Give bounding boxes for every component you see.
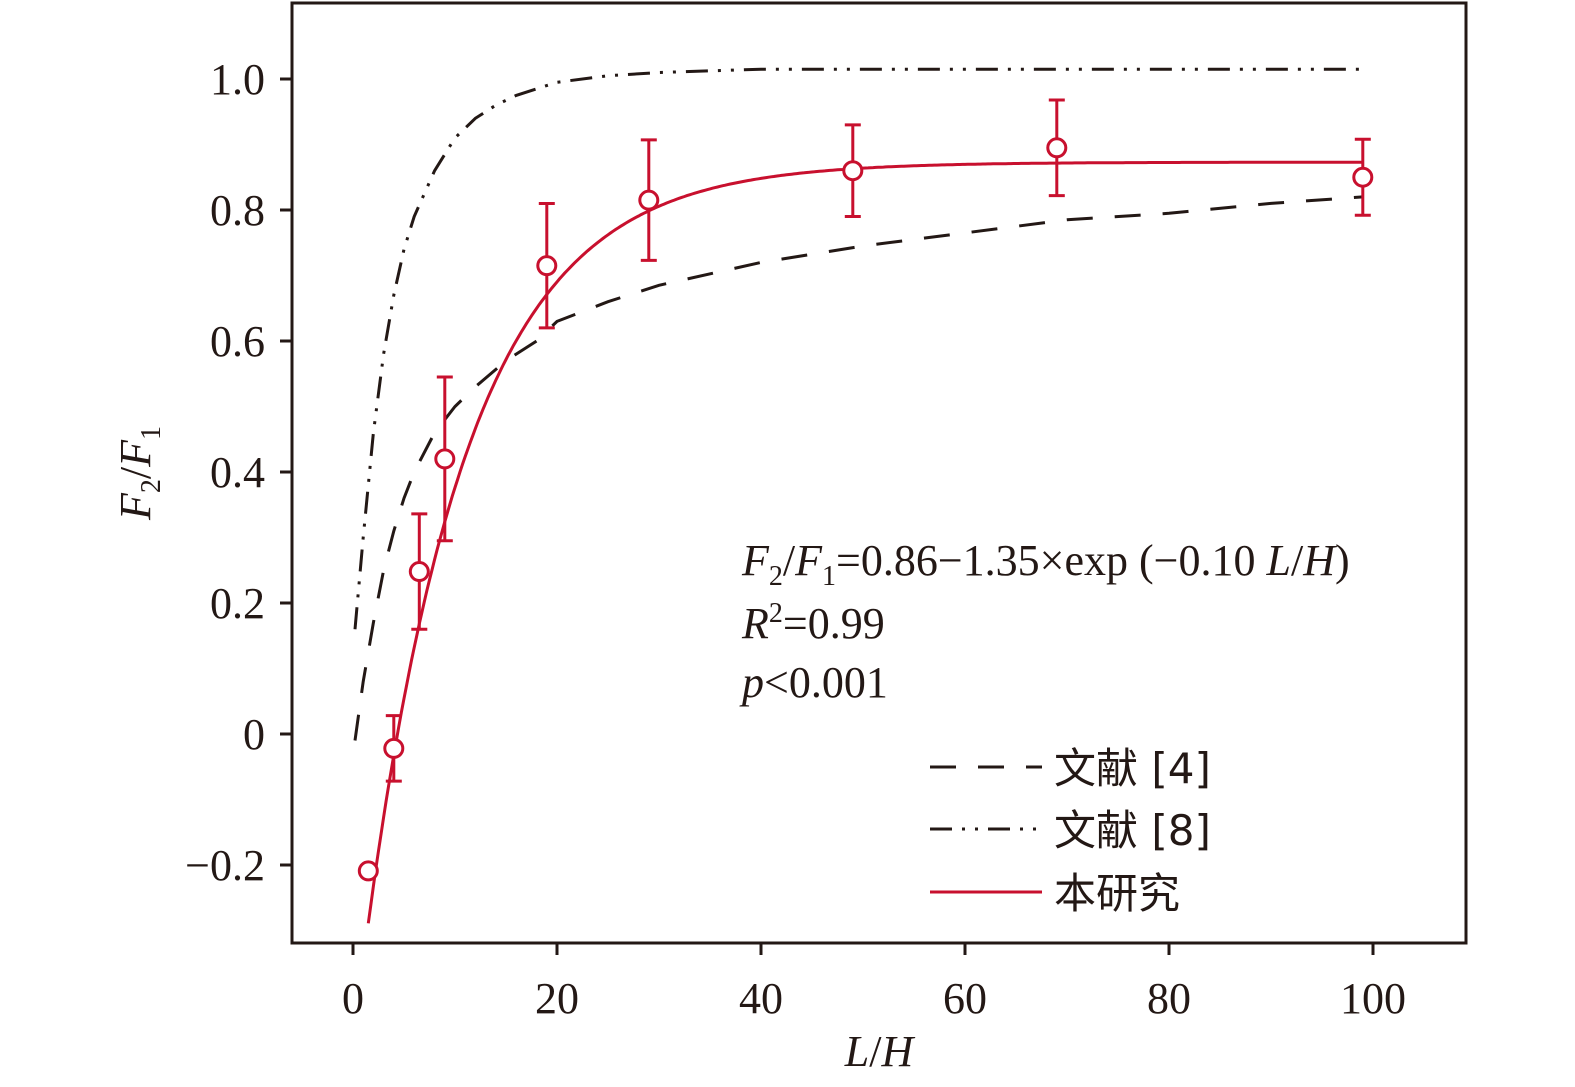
data-point bbox=[842, 160, 864, 182]
legend-label-ref4: 文献 [4] bbox=[1054, 744, 1211, 793]
fit-r2: R2=0.99 bbox=[741, 598, 885, 648]
data-point bbox=[357, 860, 379, 882]
y-tick-label: 0.8 bbox=[210, 186, 265, 235]
y-tick-label: 1.0 bbox=[210, 55, 265, 104]
series-lines bbox=[353, 67, 1363, 924]
y-axis-ticks: −0.2 0 0.2 0.4 0.6 0.8 1.0 bbox=[185, 55, 292, 890]
series-line-this-study bbox=[366, 160, 1363, 924]
legend: 文献 [4] 文献 [8] 本研究 bbox=[930, 744, 1211, 918]
fit-equation: F2/F1=0.86−1.35×exp (−0.10 L/H) bbox=[741, 536, 1350, 592]
data-point bbox=[1046, 137, 1068, 159]
y-tick-label: −0.2 bbox=[185, 841, 265, 890]
x-axis-label: L/H bbox=[844, 1027, 916, 1076]
plot-frame bbox=[290, 1, 1468, 945]
data-points bbox=[357, 98, 1374, 882]
x-tick-label: 100 bbox=[1340, 974, 1406, 1023]
y-tick-label: 0 bbox=[243, 710, 265, 759]
data-point bbox=[408, 561, 430, 583]
x-tick-label: 60 bbox=[943, 974, 987, 1023]
x-tick-label: 40 bbox=[739, 974, 783, 1023]
series-line-ref4 bbox=[353, 195, 1363, 741]
y-tick-label: 0.4 bbox=[210, 448, 265, 497]
data-point bbox=[383, 737, 405, 759]
data-point bbox=[536, 255, 558, 277]
y-axis-label: F2/F1 bbox=[111, 426, 167, 521]
y-tick-label: 0.6 bbox=[210, 317, 265, 366]
data-point bbox=[638, 189, 660, 211]
fit-p: p<0.001 bbox=[739, 658, 888, 707]
x-axis-ticks: 0 20 40 60 80 100 bbox=[342, 943, 1406, 1023]
x-tick-label: 20 bbox=[535, 974, 579, 1023]
x-tick-label: 80 bbox=[1147, 974, 1191, 1023]
series-line-ref8 bbox=[353, 67, 1363, 630]
data-point bbox=[434, 448, 456, 470]
data-point bbox=[1352, 166, 1374, 188]
legend-label-this-study: 本研究 bbox=[1054, 869, 1180, 918]
legend-label-ref8: 文献 [8] bbox=[1054, 806, 1211, 855]
x-tick-label: 0 bbox=[342, 974, 364, 1023]
y-tick-label: 0.2 bbox=[210, 579, 265, 628]
